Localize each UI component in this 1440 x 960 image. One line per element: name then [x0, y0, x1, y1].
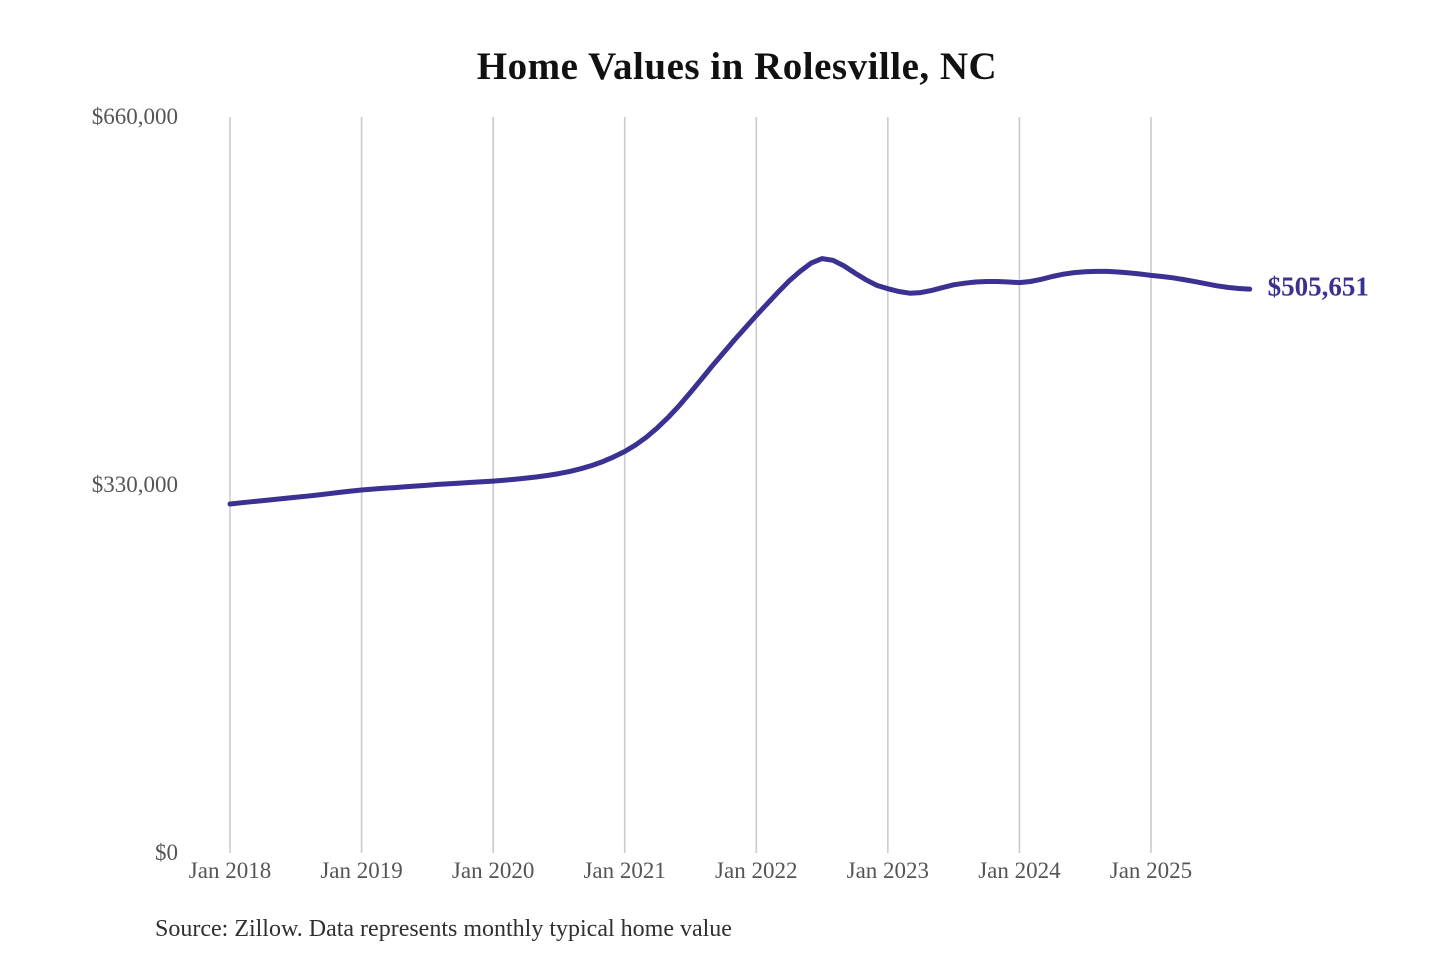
- current-value-label: $505,651: [1267, 271, 1369, 302]
- x-tick-label: Jan 2021: [583, 858, 666, 883]
- x-tick-label: Jan 2020: [451, 858, 535, 883]
- x-tick-label: Jan 2019: [320, 858, 403, 883]
- y-tick-label: $0: [155, 840, 178, 865]
- source-note: Source: Zillow. Data represents monthly …: [155, 916, 732, 942]
- x-tick-label: Jan 2024: [978, 858, 1061, 883]
- x-tick-label: Jan 2022: [715, 858, 798, 883]
- chart-title: Home Values in Rolesville, NC: [476, 45, 998, 88]
- x-tick-label: Jan 2025: [1109, 858, 1193, 883]
- y-tick-label: $330,000: [91, 472, 178, 497]
- gridlines-group: [229, 117, 1152, 853]
- x-tick-label: Jan 2023: [846, 858, 930, 883]
- y-tick-label: $660,000: [91, 104, 178, 129]
- x-tick-label: Jan 2018: [188, 858, 272, 883]
- home-value-line: [227, 256, 1253, 507]
